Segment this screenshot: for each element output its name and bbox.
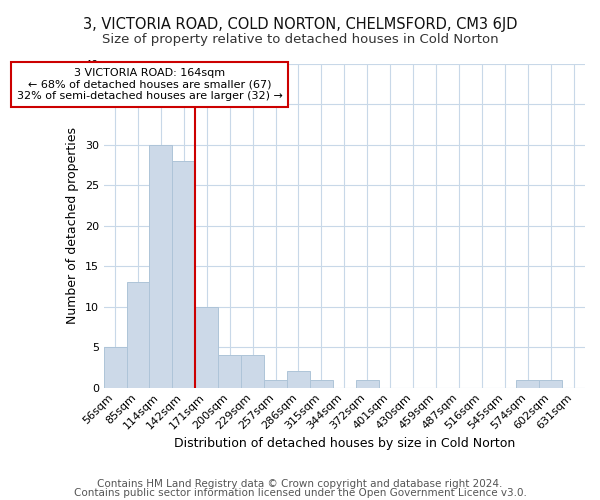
Bar xyxy=(539,380,562,388)
Bar xyxy=(196,306,218,388)
Bar xyxy=(310,380,333,388)
X-axis label: Distribution of detached houses by size in Cold Norton: Distribution of detached houses by size … xyxy=(174,437,515,450)
Bar xyxy=(356,380,379,388)
Text: Contains public sector information licensed under the Open Government Licence v3: Contains public sector information licen… xyxy=(74,488,526,498)
Text: Size of property relative to detached houses in Cold Norton: Size of property relative to detached ho… xyxy=(101,32,499,46)
Bar xyxy=(104,347,127,388)
Text: Contains HM Land Registry data © Crown copyright and database right 2024.: Contains HM Land Registry data © Crown c… xyxy=(97,479,503,489)
Text: 3, VICTORIA ROAD, COLD NORTON, CHELMSFORD, CM3 6JD: 3, VICTORIA ROAD, COLD NORTON, CHELMSFOR… xyxy=(83,18,517,32)
Bar xyxy=(264,380,287,388)
Bar xyxy=(218,355,241,388)
Bar xyxy=(516,380,539,388)
Bar xyxy=(127,282,149,388)
Text: 3 VICTORIA ROAD: 164sqm
← 68% of detached houses are smaller (67)
32% of semi-de: 3 VICTORIA ROAD: 164sqm ← 68% of detache… xyxy=(17,68,283,101)
Bar xyxy=(287,372,310,388)
Bar xyxy=(149,145,172,388)
Y-axis label: Number of detached properties: Number of detached properties xyxy=(66,128,79,324)
Bar xyxy=(172,161,196,388)
Bar xyxy=(241,355,264,388)
